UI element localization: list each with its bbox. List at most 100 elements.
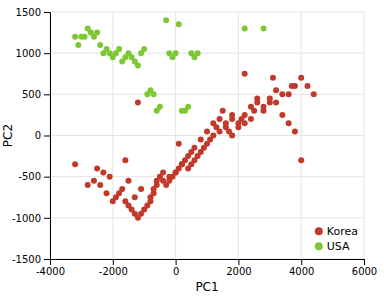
point [173, 170, 179, 176]
point [85, 182, 91, 188]
point [223, 120, 229, 126]
point [72, 161, 78, 167]
series [72, 17, 266, 114]
point [261, 104, 267, 110]
tick: 500 [22, 89, 50, 100]
point [311, 91, 317, 97]
legend: Korea USA [315, 225, 358, 253]
tick-mark [44, 259, 50, 260]
tick-label: 0 [173, 266, 179, 277]
tick-label: -500 [18, 171, 41, 182]
legend-label: USA [327, 240, 350, 253]
legend-label: Korea [327, 225, 358, 238]
point [119, 186, 125, 192]
point [204, 128, 210, 134]
tick: -500 [18, 171, 50, 182]
tick: 4000 [289, 259, 314, 277]
tick-mark [44, 94, 50, 95]
point [220, 108, 226, 114]
tick-mark [176, 259, 177, 265]
point [176, 141, 182, 147]
point [94, 165, 100, 171]
point [292, 128, 298, 134]
point [286, 120, 292, 126]
tick-label: -1000 [12, 213, 41, 224]
tick: 2000 [226, 259, 251, 277]
point [151, 186, 157, 192]
tick-label: 500 [22, 89, 41, 100]
point [235, 120, 241, 126]
tick-mark [301, 259, 302, 265]
point [267, 95, 273, 101]
tick-mark [44, 12, 50, 13]
point [270, 75, 276, 81]
point [242, 120, 248, 126]
point [166, 178, 172, 184]
tick: 0 [35, 130, 50, 141]
tick: 1000 [16, 48, 50, 59]
point [147, 194, 153, 200]
point [254, 95, 260, 101]
point [279, 112, 285, 118]
point [126, 178, 132, 184]
chart: -4000 -2000 0 2000 4000 6000 -1500 -1000 -500 0 50… [0, 0, 384, 297]
point [179, 161, 185, 167]
point [91, 178, 97, 184]
point [217, 128, 223, 134]
tick-mark [238, 259, 239, 265]
point [97, 182, 103, 188]
point [104, 190, 110, 196]
point [217, 116, 223, 122]
tick-label: 1500 [16, 7, 41, 18]
point [289, 83, 295, 89]
tick-label: -4000 [36, 266, 65, 277]
tick-mark [364, 259, 365, 265]
point [122, 157, 128, 163]
tick-label: -1500 [12, 254, 41, 265]
tick-mark [44, 53, 50, 54]
x-axis: -4000 -2000 0 2000 4000 6000 [36, 259, 377, 277]
tick: -1500 [12, 254, 50, 265]
point [100, 170, 106, 176]
point [304, 83, 310, 89]
tick-mark [113, 259, 114, 265]
point [261, 25, 267, 31]
point [242, 25, 248, 31]
point [179, 161, 185, 167]
tick-mark [44, 136, 50, 137]
point [210, 133, 216, 139]
point [298, 157, 304, 163]
point [163, 17, 169, 23]
series [72, 71, 317, 221]
point [273, 100, 279, 106]
point [198, 137, 204, 143]
point [188, 149, 194, 155]
point [286, 91, 292, 97]
tick-label: -2000 [99, 266, 128, 277]
tick: 0 [173, 259, 179, 277]
point [82, 34, 88, 40]
point [173, 170, 179, 176]
tick-mark [44, 177, 50, 178]
point [298, 75, 304, 81]
x-axis-title: PC1 [195, 280, 218, 294]
tick: 6000 [352, 259, 377, 277]
plot: -4000 -2000 0 2000 4000 6000 -1500 -1000 -500 0 50… [12, 7, 377, 277]
point [97, 42, 103, 48]
tick-mark [44, 218, 50, 219]
grid-line-y [50, 135, 364, 136]
point [273, 87, 279, 93]
y-axis-title: PC2 [1, 124, 15, 147]
legend-item: Korea [315, 225, 358, 238]
legend-swatch [315, 242, 323, 250]
point [160, 170, 166, 176]
point [242, 112, 248, 118]
point [94, 30, 100, 36]
point [210, 120, 216, 126]
grid-line-y [50, 94, 364, 95]
points [72, 17, 317, 221]
tick-label: 6000 [352, 266, 377, 277]
point [75, 42, 81, 48]
grid-line-y [50, 217, 364, 218]
point [138, 186, 144, 192]
